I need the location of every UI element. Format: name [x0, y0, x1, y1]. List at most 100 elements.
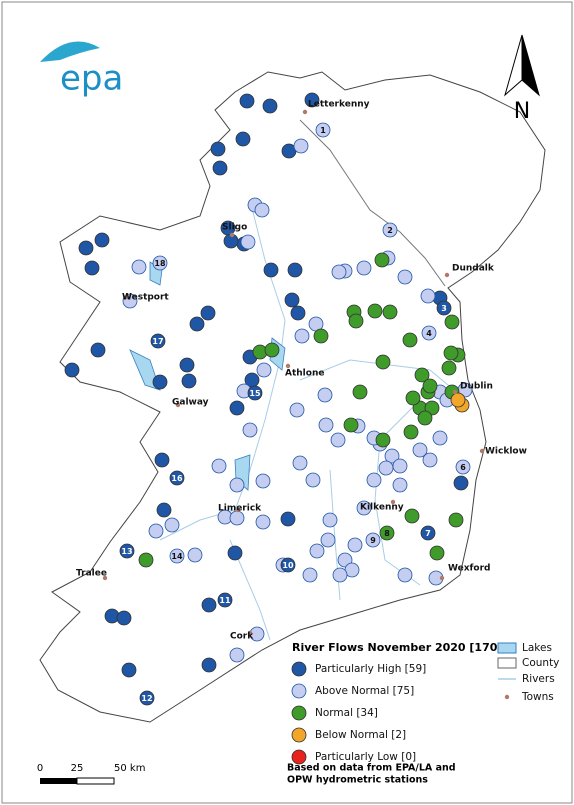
station [405, 390, 421, 406]
station-label: 8 [384, 529, 390, 538]
station [94, 232, 110, 248]
station [348, 313, 364, 329]
station [242, 422, 258, 438]
station [294, 328, 310, 344]
town-dot [235, 507, 241, 513]
station [304, 92, 320, 108]
station-label: 13 [121, 547, 132, 556]
station [453, 475, 469, 491]
legend-label: Below Normal [2] [315, 729, 406, 741]
scale-label: 0 [37, 763, 43, 774]
station [313, 328, 329, 344]
station-label: 6 [460, 463, 466, 472]
station [289, 402, 305, 418]
station [293, 138, 309, 154]
town-label: Dundalk [452, 264, 495, 274]
station [366, 472, 382, 488]
station [64, 362, 80, 378]
legend-towns [504, 694, 510, 700]
island-outline [39, 71, 546, 723]
station [455, 459, 471, 475]
station [139, 690, 155, 706]
station [375, 432, 391, 448]
legend-label: Particularly High [59] [315, 663, 426, 675]
station [322, 512, 338, 528]
station [292, 455, 308, 471]
legend-swatch [291, 727, 307, 743]
station [347, 537, 363, 553]
station [152, 374, 168, 390]
legend-swatch [291, 749, 307, 765]
station [392, 477, 408, 493]
station [262, 98, 278, 114]
town-dot [102, 575, 108, 581]
station-label: 17 [152, 337, 163, 346]
scale-label: 25 [71, 763, 84, 774]
station [397, 269, 413, 285]
station [378, 460, 394, 476]
station [212, 160, 228, 176]
town-dot [439, 575, 445, 581]
station [154, 452, 170, 468]
arrow-right [521, 34, 540, 97]
station [448, 512, 464, 528]
station [280, 511, 296, 527]
station [187, 547, 203, 563]
station [374, 252, 390, 268]
station-label: 1 [320, 126, 326, 135]
north-label: N [514, 99, 530, 124]
town-dot [124, 294, 130, 300]
station [201, 597, 217, 613]
town-label: Athlone [285, 369, 324, 379]
legend-layer: Rivers [522, 673, 555, 685]
scale-label: 50 km [114, 763, 145, 774]
station [422, 452, 438, 468]
station [421, 325, 437, 341]
town-dot [479, 448, 485, 454]
station [443, 345, 459, 361]
station [152, 255, 168, 271]
station [121, 662, 137, 678]
station [240, 234, 256, 250]
station [211, 458, 227, 474]
station [264, 342, 280, 358]
legend-label: Particularly Low [0] [315, 751, 416, 763]
station [156, 502, 172, 518]
station [352, 384, 368, 400]
station [200, 305, 216, 321]
station-label: 2 [387, 226, 393, 235]
station [164, 517, 180, 533]
station [148, 523, 164, 539]
station [432, 430, 448, 446]
town-dot [452, 389, 458, 395]
station-label: 4 [426, 329, 432, 338]
border-line [299, 119, 446, 287]
legend-layer: Towns [521, 691, 554, 703]
station [317, 387, 333, 403]
station [356, 500, 372, 516]
station [422, 378, 438, 394]
station-label: 15 [249, 389, 261, 398]
station [384, 448, 400, 464]
town-label: Galway [172, 398, 209, 408]
station [217, 592, 233, 608]
town-label: Letterkenny [308, 100, 370, 110]
town-label: Dublin [460, 382, 493, 392]
town-label: Wicklow [485, 447, 527, 457]
town-label: Cork [230, 632, 254, 642]
station [365, 532, 381, 548]
station [201, 657, 217, 673]
station [343, 417, 359, 433]
station [290, 305, 306, 321]
station-label: 14 [171, 552, 183, 561]
station [356, 260, 372, 276]
station [331, 264, 347, 280]
station-label: 9 [370, 536, 376, 545]
station [436, 300, 452, 316]
station [90, 342, 106, 358]
station [320, 532, 336, 548]
station [382, 222, 398, 238]
station [287, 262, 303, 278]
station [392, 458, 408, 474]
station [402, 332, 418, 348]
